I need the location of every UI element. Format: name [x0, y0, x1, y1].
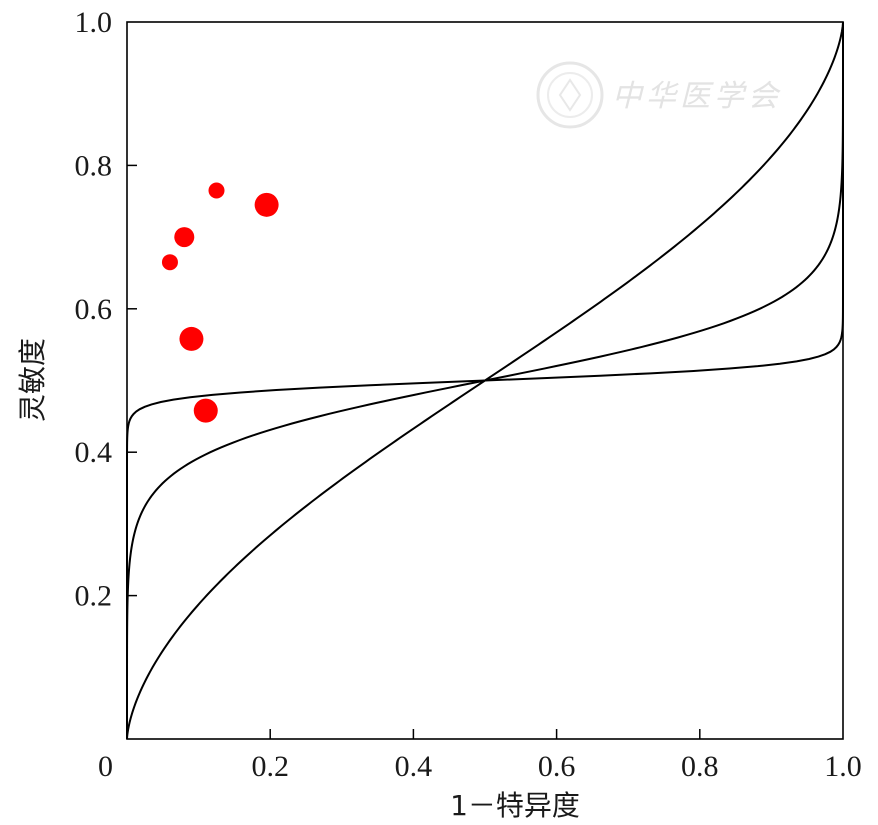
watermark: 中华医学会 [536, 61, 782, 129]
x-tick-label: 0.8 [681, 750, 719, 783]
data-point-4 [254, 192, 279, 217]
data-point-1 [161, 254, 178, 271]
data-point-3 [208, 182, 225, 199]
reference-curve-shallow [126, 21, 844, 740]
data-points [161, 182, 279, 423]
data-point-6 [193, 398, 218, 423]
plot-frame [126, 21, 844, 740]
reference-curves [126, 21, 844, 740]
x-axis-title: 1－特异度 [450, 789, 580, 822]
tick-labels: 0 0.2 0.4 0.6 0.8 1.0 0.2 0.4 0.6 0.8 1.0 [75, 6, 862, 783]
x-tick-label: 0.4 [395, 750, 433, 783]
axis-ticks [127, 164, 701, 739]
x-tick-label: 0.2 [251, 750, 289, 783]
x-tick-label: 0.6 [538, 750, 576, 783]
x-tick-label: 1.0 [824, 750, 862, 783]
y-tick-label: 1.0 [75, 6, 113, 39]
y-tick-label: 0.4 [75, 436, 113, 469]
x-tick-label: 0 [98, 750, 113, 783]
watermark-text: 中华医学会 [612, 79, 782, 114]
data-point-5 [179, 326, 204, 351]
y-tick-label: 0.8 [75, 149, 113, 182]
watermark-seal-icon [536, 61, 604, 129]
y-tick-label: 0.2 [75, 580, 113, 613]
data-point-2 [174, 227, 195, 248]
y-tick-label: 0.6 [75, 293, 113, 326]
y-axis-title: 灵敏度 [16, 338, 49, 422]
